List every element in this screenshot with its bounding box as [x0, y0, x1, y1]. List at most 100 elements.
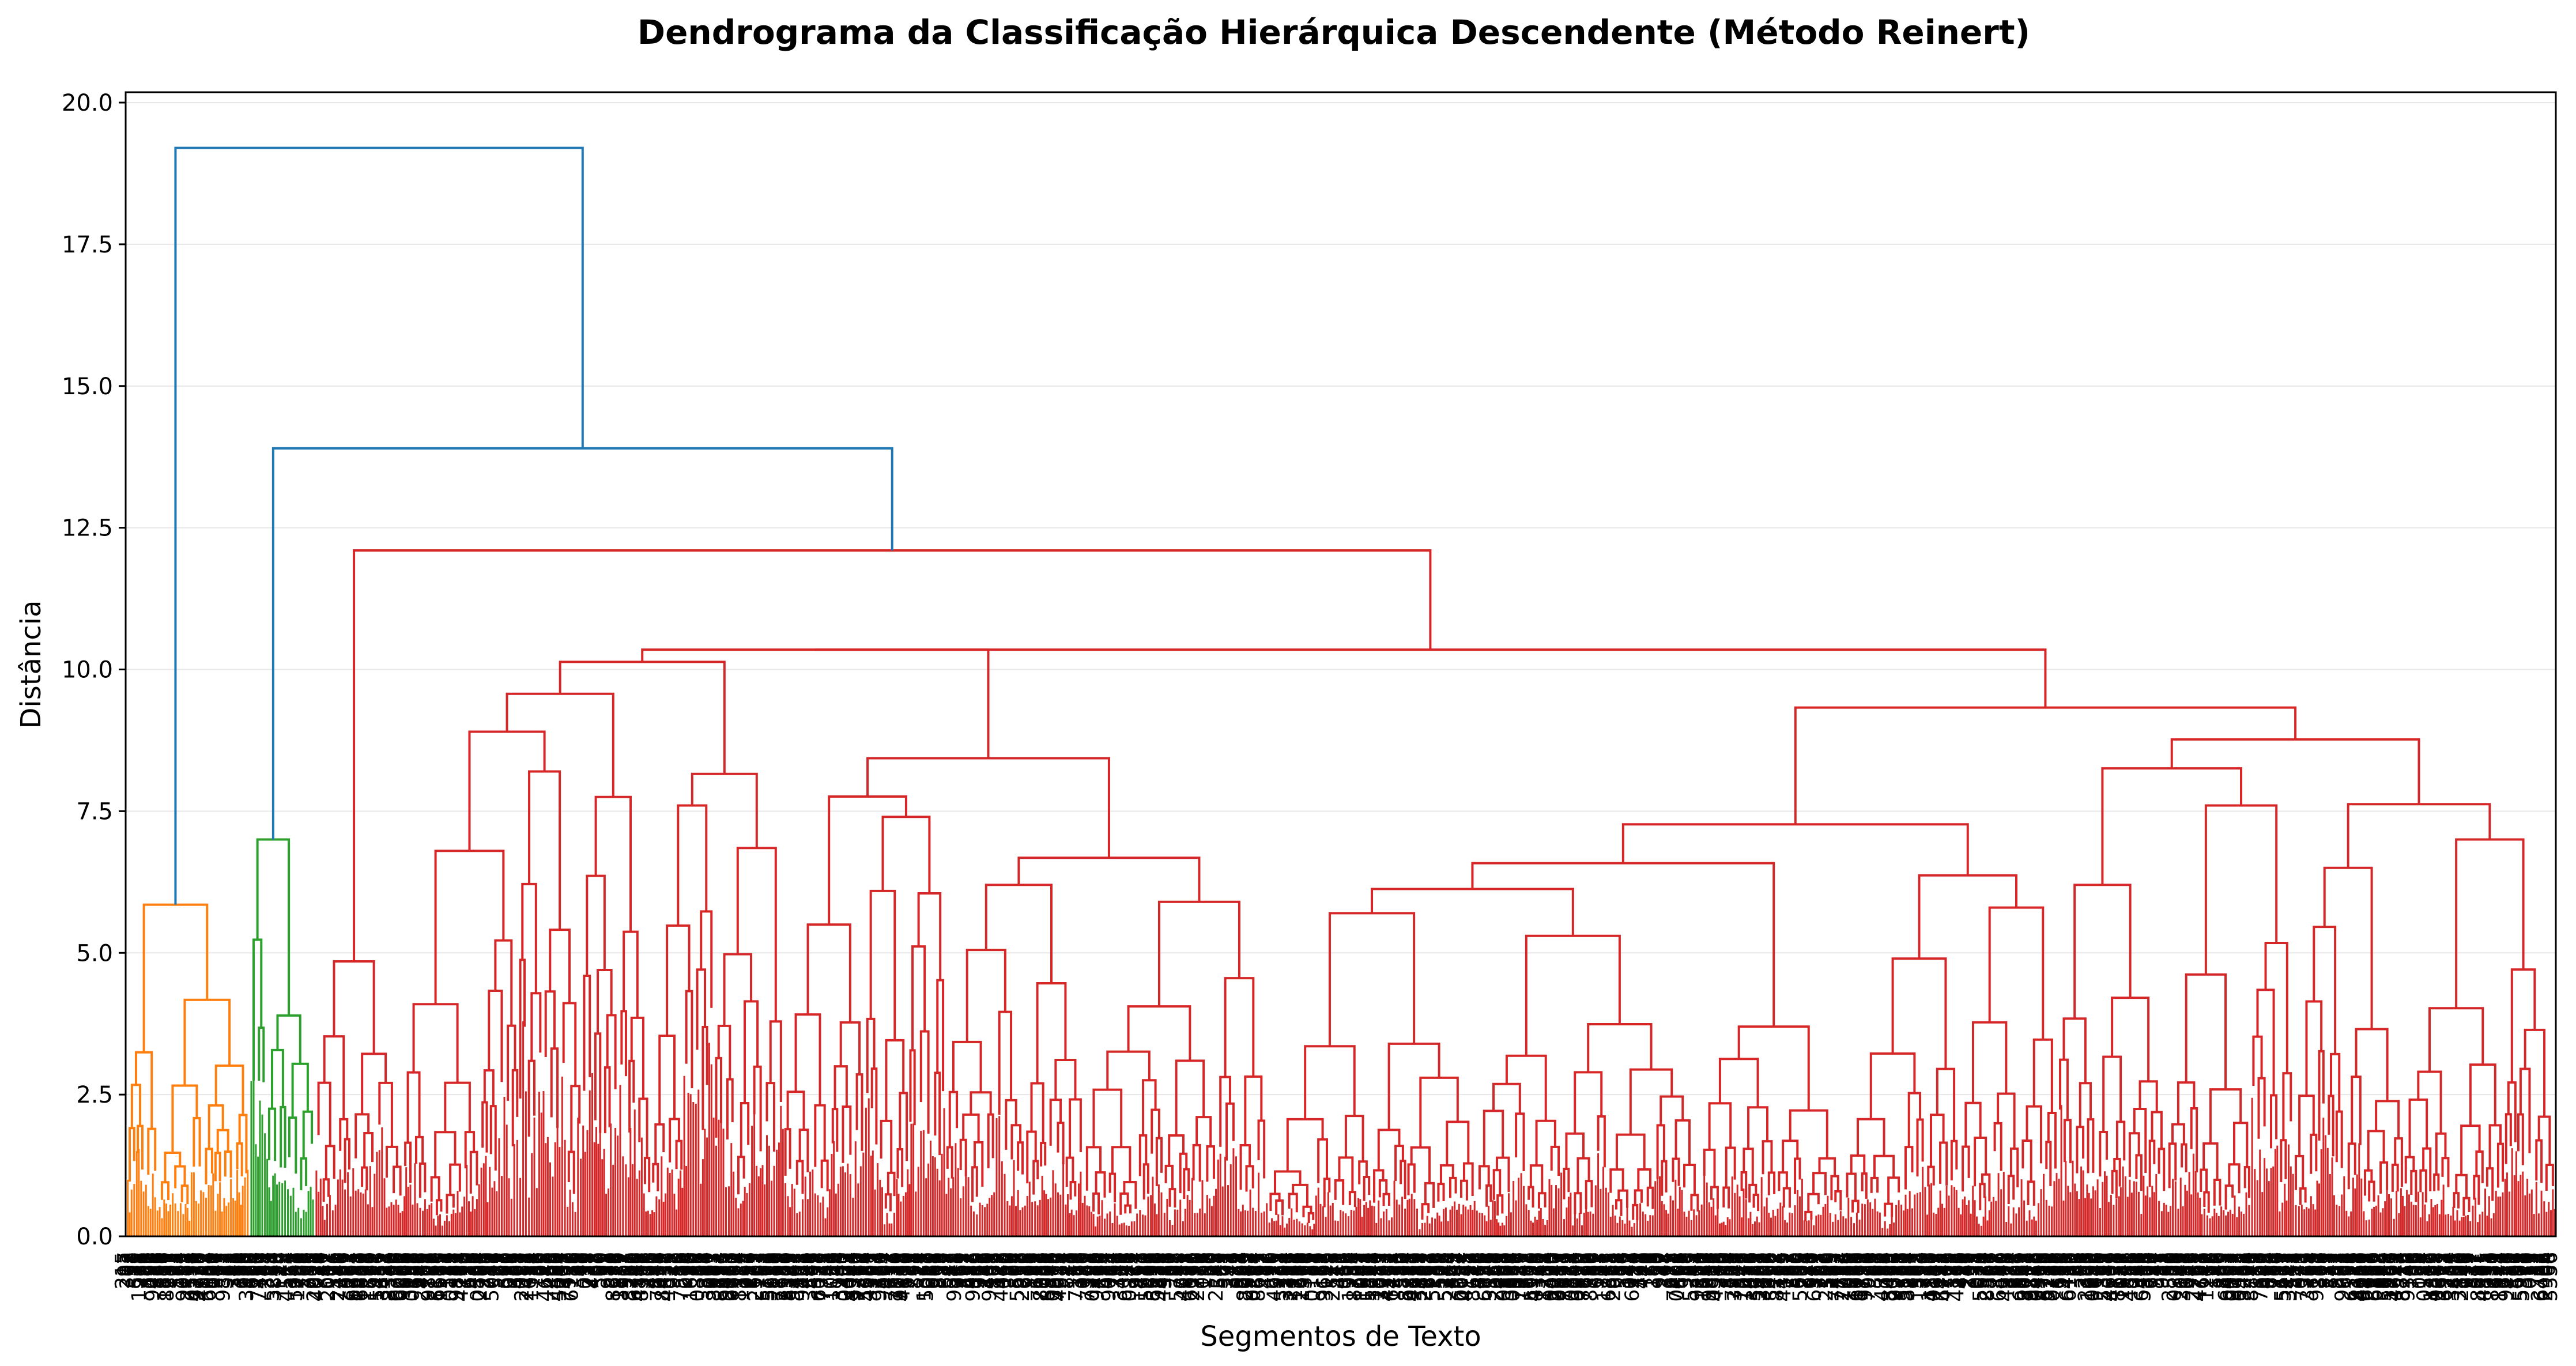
- leaf-label: 5744: [1361, 1252, 1385, 1302]
- dendrogram-link: [2243, 1165, 2250, 1198]
- leaf-label: 321: [1943, 1252, 1966, 1289]
- dendrogram-link: [361, 1166, 368, 1191]
- dendrogram-link: [1371, 888, 1574, 936]
- leaf-label: 204: [254, 1252, 277, 1289]
- dendrogram-link: [519, 959, 526, 1099]
- leaf-label: 2331: [1182, 1252, 1205, 1302]
- leaf-label: 61: [920, 1252, 943, 1277]
- y-tick-label: 17.5: [62, 232, 113, 258]
- dendrogram-link: [815, 648, 2047, 708]
- leaf-label: 52: [1333, 1252, 1356, 1277]
- leaf-label: 287: [1780, 1252, 1803, 1289]
- leaf-label: 29: [258, 1252, 281, 1277]
- leaf-label: 821: [700, 1252, 723, 1289]
- leaf-label: 79: [590, 1252, 613, 1277]
- leaf-label: 9803: [446, 1252, 469, 1302]
- leaf-label: 0152: [1300, 1252, 1323, 1302]
- leaf-label: 55: [1195, 1252, 1219, 1277]
- dendrogram-link: [1106, 1050, 1151, 1090]
- leaf-label: 3452: [1743, 1252, 1766, 1302]
- leaf-label: 5090: [1541, 1252, 1564, 1302]
- leaf-label: 53: [207, 1252, 230, 1277]
- dendrogram-link: [2209, 1088, 2242, 1144]
- leaf-label: 09: [530, 1252, 553, 1277]
- dendrogram-link: [2347, 1142, 2356, 1190]
- dendrogram-link: [1574, 1192, 1582, 1214]
- leaf-label: 1363: [1918, 1252, 1941, 1302]
- dendrogram-link: [134, 1051, 153, 1129]
- dendrogram-link: [965, 949, 1006, 1042]
- dendrogram-link: [1834, 1190, 1842, 1211]
- leaf-label: 18: [1604, 1252, 1627, 1277]
- dendrogram-link: [488, 990, 503, 1082]
- dendrogram-link: [1164, 1164, 1174, 1190]
- dendrogram-link: [1124, 1204, 1132, 1214]
- dendrogram-link: [1069, 1180, 1077, 1200]
- dendrogram-link: [1005, 1099, 1017, 1150]
- dendrogram-link: [2087, 1118, 2095, 1173]
- leaf-label: 7556: [670, 1252, 693, 1302]
- leaf-label: 7250: [329, 1252, 352, 1302]
- leaf-label: 276: [1469, 1252, 1492, 1289]
- leaf-label: 799: [1184, 1252, 1207, 1289]
- dendrogram-link: [2115, 1120, 2126, 1161]
- dendrogram-link: [909, 1049, 916, 1126]
- leaf-label: 8412: [651, 1252, 674, 1302]
- dendrogram-link: [880, 1119, 893, 1173]
- leaf-label: 25: [1175, 1252, 1198, 1277]
- leaf-label: 982: [1607, 1252, 1630, 1289]
- leaf-label: 630: [200, 1252, 223, 1289]
- leaf-label: 21: [971, 1252, 994, 1277]
- leaf-label: 602: [1583, 1252, 1606, 1289]
- dendrogram-link: [224, 1150, 232, 1178]
- dendrogram-link: [1927, 1165, 1935, 1187]
- dendrogram-link: [959, 1138, 967, 1177]
- leaf-label: 86: [331, 1252, 354, 1277]
- dendrogram-link: [2507, 1081, 2517, 1142]
- dendrogram-link: [412, 1003, 459, 1083]
- dendrogram-link: [2368, 1180, 2375, 1202]
- dendrogram-root-link: [174, 146, 584, 905]
- leaf-label: 87: [1901, 1252, 1924, 1277]
- dendrogram-link: [884, 1193, 892, 1212]
- leaf-label: 1712: [1130, 1252, 1153, 1302]
- y-tick-label: 0.0: [76, 1224, 113, 1250]
- leaf-label: 37: [1116, 1252, 1139, 1277]
- leaf-label: 81: [123, 1252, 146, 1277]
- dendrogram-link: [1646, 1186, 1654, 1209]
- leaf-label: 7084: [1834, 1252, 1857, 1302]
- leaf-label: 90: [1646, 1252, 1669, 1277]
- leaf-label: 9733: [186, 1252, 209, 1302]
- dendrogram-link: [701, 1026, 708, 1130]
- leaf-label: 064: [873, 1252, 896, 1289]
- dendrogram-link: [2007, 1175, 2015, 1204]
- dendrogram-link: [333, 960, 375, 1054]
- leaf-label: 7733: [812, 1252, 835, 1302]
- dendrogram-link: [2099, 1130, 2108, 1177]
- dendrogram-link: [2545, 1163, 2554, 1191]
- leaf-label: 0505: [1703, 1252, 1726, 1302]
- leaf-label: 267: [733, 1252, 756, 1289]
- dendrogram-link: [468, 730, 546, 851]
- dendrogram-link: [1515, 1112, 1525, 1171]
- leaf-label: 97: [1656, 1252, 1679, 1277]
- leaf-label: 5502: [1747, 1252, 1770, 1302]
- leaf-label: 4778: [450, 1252, 473, 1302]
- leaf-label: 169: [1639, 1252, 1662, 1289]
- leaf-label: 060: [992, 1252, 1015, 1289]
- dendrogram-link: [1224, 977, 1255, 1077]
- leaf-label: 734: [707, 1252, 730, 1289]
- leaf-label: 319: [1642, 1252, 1665, 1289]
- dendrogram-link: [276, 1014, 301, 1064]
- leaf-label: 02: [160, 1252, 183, 1277]
- dendrogram-link: [205, 1148, 213, 1184]
- leaf-label: 1362: [913, 1252, 936, 1302]
- dendrogram-link: [1183, 1168, 1190, 1199]
- leaf-label: 8391: [342, 1252, 365, 1302]
- leaf-label: 938: [1515, 1252, 1538, 1289]
- leaf-label: 4175: [1523, 1252, 1546, 1302]
- leaf-label: 4112: [1934, 1252, 1957, 1302]
- leaf-label: 31: [1189, 1252, 1212, 1277]
- leaf-label: 1839: [153, 1252, 176, 1302]
- leaf-label: 0137: [439, 1252, 462, 1302]
